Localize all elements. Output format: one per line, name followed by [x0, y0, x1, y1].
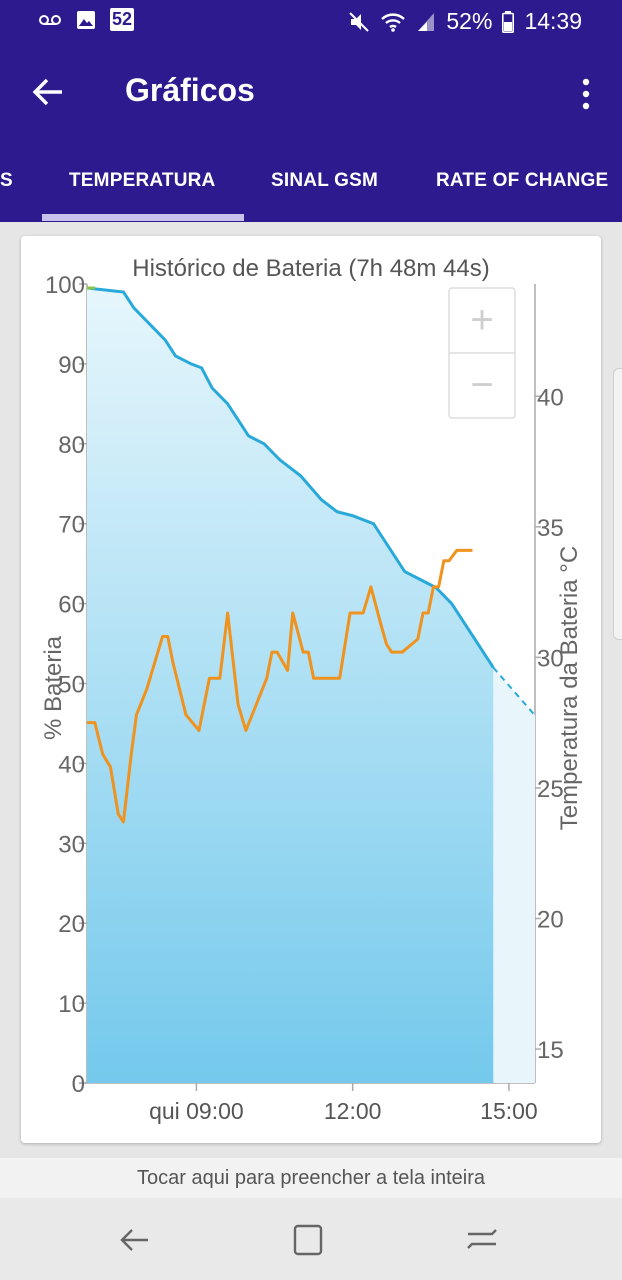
clock: 14:39: [524, 8, 582, 34]
y-left-tick-label: 30: [58, 831, 85, 858]
x-tick-label: qui 09:00: [149, 1098, 244, 1124]
back-nav-icon[interactable]: [114, 1220, 154, 1260]
temperature-line: [87, 548, 473, 824]
edge-panel-handle[interactable]: [613, 368, 622, 640]
y-left-tick-label: 90: [58, 352, 85, 379]
signal-icon: [418, 12, 435, 31]
back-arrow-icon[interactable]: [30, 72, 70, 112]
chart-card: Histórico de Bateria (7h 48m 44s) 0 10 20 30…: [21, 236, 601, 1143]
battery-projection-area: [493, 667, 535, 1083]
y-right-tick-label: 15: [537, 1037, 564, 1064]
tab-sinal-gsm[interactable]: SINAL GSM: [271, 170, 379, 191]
y-left-tick-label: 80: [58, 432, 85, 459]
battery-percent: 52%: [446, 8, 493, 34]
y-right-axis-label: Temperatura da Bateria °C: [556, 546, 583, 830]
battery-history-chart[interactable]: Histórico de Bateria (7h 48m 44s) 0 10 20 30…: [21, 236, 601, 1143]
zoom-out-button[interactable]: −: [470, 363, 493, 407]
y-right-tick-label: 20: [537, 907, 564, 934]
tab-temperatura[interactable]: TEMPERATURA: [69, 170, 216, 191]
home-nav-icon[interactable]: [288, 1220, 328, 1260]
y-left-tick-label: 40: [58, 751, 85, 778]
battery-line: [86, 286, 495, 669]
page-title: Gráficos: [125, 72, 255, 108]
tab-previous[interactable]: S: [0, 170, 13, 191]
y-left-axis-label: % Bateria: [40, 635, 67, 740]
y-left-tick-label: 50: [58, 672, 85, 699]
active-tab-indicator: [42, 214, 244, 221]
y-right-tick-label: 30: [537, 645, 564, 672]
battery-area: [87, 287, 494, 1083]
app-bar: Gráficos S TEMPERATURA SINAL GSM RATE OF…: [0, 44, 622, 222]
y-left-tick-label: 0: [72, 1071, 85, 1098]
notification-badge: 52: [110, 8, 135, 31]
more-options-icon[interactable]: [574, 74, 598, 114]
recents-nav-icon[interactable]: [462, 1220, 502, 1260]
voicemail-icon: [39, 14, 61, 25]
navigation-bar: [0, 1198, 622, 1280]
y-right-tick-label: 40: [537, 384, 564, 411]
status-bar: 52 52% 14:39: [0, 0, 622, 44]
wifi-icon: [381, 12, 406, 32]
y-right-tick-label: 25: [537, 776, 564, 803]
mute-icon: [349, 11, 370, 32]
x-tick-label: 12:00: [324, 1098, 382, 1124]
x-tick-label: 15:00: [480, 1098, 538, 1124]
battery-icon: [502, 10, 515, 33]
image-icon: [77, 10, 95, 29]
fill-screen-hint[interactable]: Tocar aqui para preencher a tela inteira: [0, 1158, 622, 1198]
tab-rate-of-change[interactable]: RATE OF CHANGE: [436, 170, 609, 191]
y-left-tick-label: 20: [58, 911, 85, 938]
y-left-tick-label: 60: [58, 592, 85, 619]
y-left-tick-label: 100: [45, 272, 85, 299]
y-right-tick-label: 35: [537, 515, 564, 542]
chart-title: Histórico de Bateria (7h 48m 44s): [132, 255, 490, 282]
y-left-tick-label: 10: [58, 991, 85, 1018]
tab-bar: S TEMPERATURA SINAL GSM RATE OF CHANGE: [0, 164, 622, 222]
y-left-tick-label: 70: [58, 512, 85, 539]
zoom-in-button[interactable]: +: [470, 298, 493, 342]
